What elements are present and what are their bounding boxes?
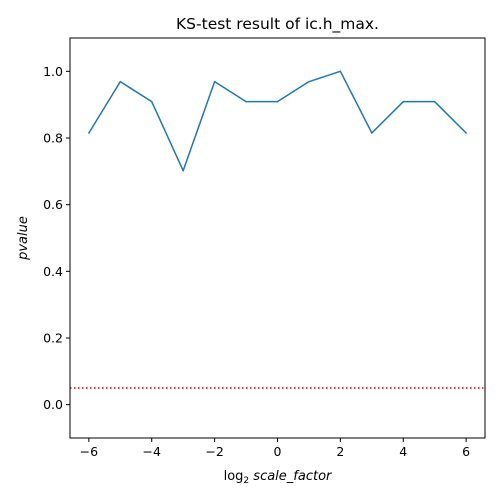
data-point bbox=[276, 100, 279, 103]
data-point bbox=[213, 80, 216, 83]
data-point bbox=[339, 70, 342, 73]
y-tick-label: 0.0 bbox=[43, 397, 63, 412]
data-point bbox=[119, 80, 122, 83]
data-point bbox=[88, 132, 90, 134]
data-point bbox=[433, 100, 436, 103]
y-tick-label: 0.8 bbox=[43, 131, 63, 146]
y-tick-label: 1.0 bbox=[43, 64, 63, 79]
data-point bbox=[150, 100, 153, 103]
x-axis-label: log2 scale_factor bbox=[224, 469, 333, 486]
series-line bbox=[88, 70, 467, 172]
y-axis-label: pvalue bbox=[16, 216, 31, 261]
data-point bbox=[182, 169, 184, 172]
x-tick-label: 2 bbox=[336, 444, 344, 459]
data-point bbox=[308, 80, 310, 83]
x-tick-label: −2 bbox=[205, 444, 223, 459]
data-point bbox=[245, 100, 247, 103]
axis-ticks: −6 −4 −2 0 2 4 6 0.0 0.2 0.4 0.6 0.8 1.0 bbox=[43, 64, 470, 459]
y-tick-label: 0.4 bbox=[43, 264, 63, 279]
plot-area bbox=[70, 70, 485, 389]
x-tick-label: −4 bbox=[143, 444, 161, 459]
chart-title: KS-test result of ic.h_max. bbox=[176, 15, 379, 34]
x-tick-label: 0 bbox=[274, 444, 282, 459]
data-point bbox=[371, 132, 373, 134]
y-tick-label: 0.2 bbox=[43, 331, 63, 346]
x-axis-label-log: log bbox=[224, 469, 244, 484]
plot-frame bbox=[69, 37, 486, 439]
x-tick-label: 4 bbox=[399, 444, 407, 459]
x-axis-label-base: 2 bbox=[243, 476, 249, 486]
x-tick-label: −6 bbox=[80, 444, 98, 459]
x-tick-label: 6 bbox=[462, 444, 470, 459]
data-point bbox=[465, 132, 467, 134]
x-axis-label-variable: scale_factor bbox=[253, 469, 333, 484]
y-tick-label: 0.6 bbox=[43, 197, 63, 212]
data-point bbox=[402, 100, 405, 103]
